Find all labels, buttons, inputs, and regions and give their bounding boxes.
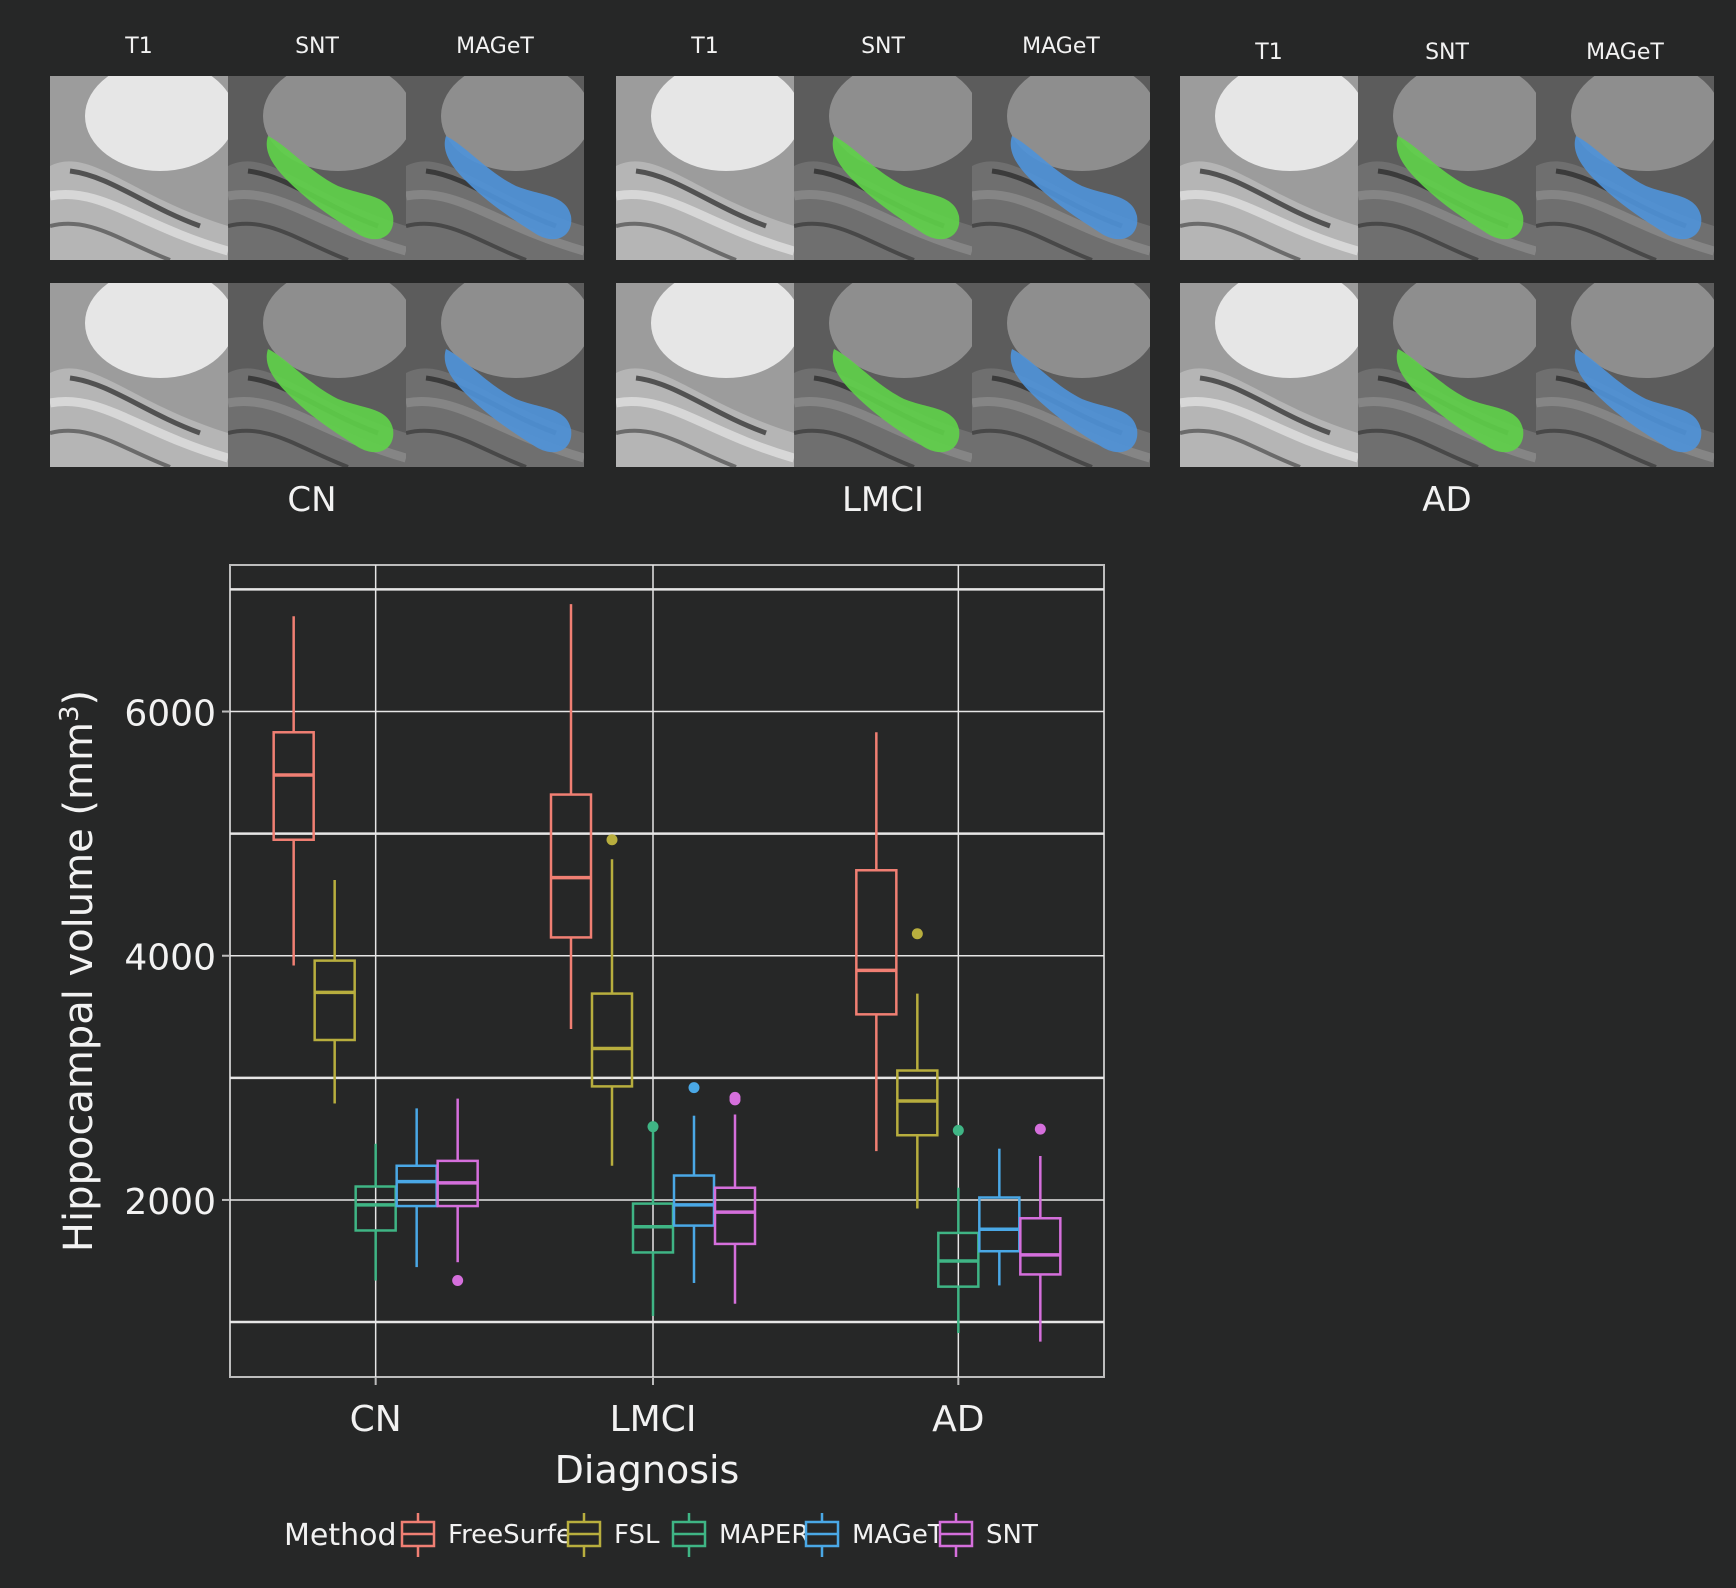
panel-column-label: MAGeT [1586, 40, 1664, 65]
y-tick-label: 6000 [124, 694, 216, 735]
mri-tile-t1 [50, 283, 228, 467]
boxplot-chart: 2000 4000 6000 CN LMCI AD Diagnosis Hippocampal… [55, 564, 1105, 1557]
y-axis-title-superscript: 3 [55, 705, 85, 722]
box-fsl [896, 1069, 939, 1137]
panel-column-label: T1 [1255, 40, 1283, 65]
panel-column-label: MAGeT [456, 34, 534, 59]
mri-tile-maget [972, 76, 1150, 260]
x-tick-label: LMCI [610, 1399, 697, 1440]
panel-column-label: SNT [295, 34, 339, 59]
plot-panel [229, 564, 1105, 1378]
box-fsl [590, 992, 634, 1088]
outlier-maper [952, 1124, 964, 1136]
mri-tile-snt [228, 76, 406, 260]
outlier-snt [1034, 1123, 1046, 1135]
y-tick-label: 2000 [124, 1182, 216, 1223]
legend-title: Method [284, 1518, 397, 1553]
box-snt [713, 1186, 757, 1246]
mri-tile-maget [1536, 76, 1714, 260]
panel-group-label: LMCI [841, 480, 925, 520]
outlier-fsl [911, 928, 923, 940]
box-maper [354, 1185, 397, 1232]
box-snt [1019, 1217, 1062, 1276]
box-maget [978, 1196, 1021, 1253]
legend-label: MAPER [719, 1520, 809, 1550]
outlier-fsl [606, 834, 618, 846]
box-fsl [313, 959, 356, 1042]
mri-tile-t1 [616, 76, 794, 260]
outlier-snt [452, 1275, 464, 1287]
x-tick-label: AD [932, 1399, 984, 1440]
y-axis-title-close: ) [56, 690, 102, 706]
mri-tile-maget [972, 283, 1150, 467]
x-tick-label: CN [350, 1399, 402, 1440]
legend-label: FreeSurfer [448, 1520, 583, 1550]
panel-column-label: SNT [861, 34, 905, 59]
mri-tile-t1 [50, 76, 228, 260]
outlier-maper [647, 1121, 659, 1133]
mri-tile-t1 [1180, 76, 1358, 260]
x-axis-title: Diagnosis [555, 1448, 740, 1492]
box-freesurfer [549, 793, 593, 939]
mri-tile-maget [406, 283, 584, 467]
legend-label: FSL [614, 1520, 660, 1550]
panel-group-label: AD [1422, 480, 1472, 520]
mri-tile-t1 [1180, 283, 1358, 467]
mri-tile-snt [794, 76, 972, 260]
mri-tile-snt [794, 283, 972, 467]
legend-label: SNT [986, 1520, 1038, 1550]
panel-column-label: T1 [691, 34, 719, 59]
mri-tile-snt [1358, 76, 1536, 260]
box-freesurfer [272, 731, 315, 841]
outlier-snt [729, 1091, 741, 1103]
outlier-maget [688, 1082, 700, 1094]
y-tick-label: 4000 [124, 938, 216, 979]
panel-column-label: SNT [1425, 40, 1469, 65]
mri-tile-maget [406, 76, 584, 260]
mri-tile-maget [1536, 283, 1714, 467]
panel-group-label: CN [287, 480, 337, 520]
panel-column-label: T1 [125, 34, 153, 59]
mri-tile-snt [228, 283, 406, 467]
box-freesurfer [855, 869, 898, 1016]
y-axis-title: Hippocampal volume (mm3) [55, 690, 102, 1252]
panel-column-label: MAGeT [1022, 34, 1100, 59]
mri-tile-snt [1358, 283, 1536, 467]
mri-tile-t1 [616, 283, 794, 467]
legend-label: MAGeT [852, 1520, 944, 1550]
